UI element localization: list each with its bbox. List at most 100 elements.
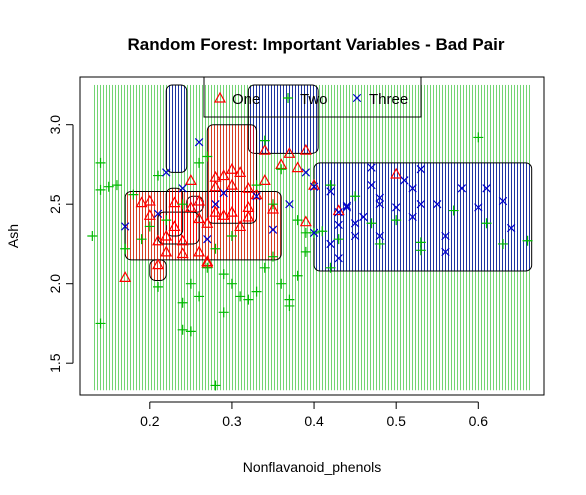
point-three: [375, 200, 384, 209]
x-tick-label: 0.2: [140, 413, 160, 429]
point-one: [217, 169, 230, 181]
point-two: [251, 180, 262, 191]
point-two: [194, 157, 205, 168]
point-three: [301, 168, 311, 177]
legend: One Two Three: [203, 76, 422, 118]
point-two: [415, 237, 426, 248]
point-two: [218, 307, 229, 318]
point-two: [391, 215, 402, 226]
point-three: [153, 209, 163, 218]
series-three: [120, 138, 516, 263]
region-class-one: [206, 124, 258, 224]
y-axis: 1.5 2.0 2.5 3.0: [47, 115, 74, 373]
point-one: [234, 220, 247, 232]
point-three: [252, 192, 261, 201]
legend-label: Three: [369, 91, 408, 108]
y-tick-label: 2.5: [47, 194, 63, 214]
point-one: [135, 196, 148, 208]
point-one: [201, 217, 214, 228]
point-one: [193, 194, 206, 206]
point-three: [326, 239, 335, 249]
point-two: [177, 324, 188, 335]
point-three: [408, 212, 417, 222]
point-one: [242, 182, 255, 193]
legend-box: [203, 76, 422, 118]
point-two: [300, 227, 311, 238]
x-tick-label: 0.4: [304, 413, 324, 429]
point-two: [259, 135, 270, 146]
point-three: [334, 220, 343, 230]
legend-marker: [213, 91, 227, 103]
y-tick-label: 1.5: [47, 353, 63, 373]
point-two: [267, 199, 278, 210]
point-two: [300, 246, 311, 257]
legend-item-three: Three: [352, 91, 408, 108]
point-one: [143, 194, 156, 206]
region-class-three: [165, 84, 188, 173]
point-two: [243, 294, 254, 305]
point-two: [95, 184, 106, 195]
point-three: [203, 235, 212, 244]
point-one: [283, 147, 296, 158]
point-one: [299, 143, 312, 155]
point-three: [268, 225, 278, 234]
point-two: [144, 221, 155, 232]
point-two: [235, 291, 246, 302]
y-tick-label: 3.0: [47, 115, 63, 135]
point-three: [482, 184, 491, 193]
point-two: [276, 278, 287, 289]
point-two: [259, 262, 270, 273]
legend-marker: [352, 93, 362, 103]
point-three: [392, 203, 401, 212]
point-one: [242, 210, 255, 222]
point-one: [209, 170, 222, 182]
point-two: [136, 234, 147, 245]
x-axis-title: Nonflavanoid_phenols: [243, 459, 382, 475]
point-one: [176, 247, 189, 259]
point-three: [367, 163, 376, 172]
point-two: [202, 151, 213, 162]
point-three: [359, 212, 368, 222]
point-three: [162, 168, 171, 177]
point-two: [251, 286, 262, 297]
point-one: [160, 245, 173, 257]
point-three: [211, 200, 220, 209]
x-tick-label: 0.5: [386, 413, 406, 429]
point-two: [177, 297, 188, 308]
point-one: [225, 178, 238, 190]
legend-label: Two: [300, 91, 328, 108]
point-two: [161, 215, 172, 226]
y-tick-label: 2.0: [47, 274, 63, 294]
point-two: [95, 157, 106, 168]
point-two: [325, 262, 336, 273]
point-three: [400, 176, 409, 185]
point-three: [342, 201, 352, 210]
legend-label: One: [232, 91, 260, 108]
point-one: [291, 161, 304, 173]
point-three: [309, 228, 319, 237]
point-one: [168, 220, 181, 232]
point-three: [178, 184, 187, 193]
point-three: [416, 165, 425, 174]
point-two: [374, 238, 385, 249]
point-one: [160, 229, 173, 241]
point-one: [193, 245, 206, 257]
point-three: [334, 254, 343, 263]
point-two: [497, 238, 508, 249]
point-two: [448, 205, 459, 216]
point-three: [309, 182, 319, 191]
point-three: [120, 222, 130, 231]
chart-title: Random Forest: Important Variables - Bad…: [128, 35, 505, 54]
point-two: [226, 278, 237, 289]
point-two: [210, 243, 221, 254]
point-two: [111, 180, 122, 191]
point-two: [226, 231, 237, 241]
region-class-three: [247, 84, 319, 154]
point-two: [218, 269, 229, 280]
point-three: [416, 200, 425, 209]
legend-item-one: One: [213, 91, 260, 108]
point-three: [367, 180, 376, 190]
point-two: [185, 326, 196, 337]
legend-item-two: Two: [283, 91, 328, 108]
point-two: [350, 191, 361, 202]
